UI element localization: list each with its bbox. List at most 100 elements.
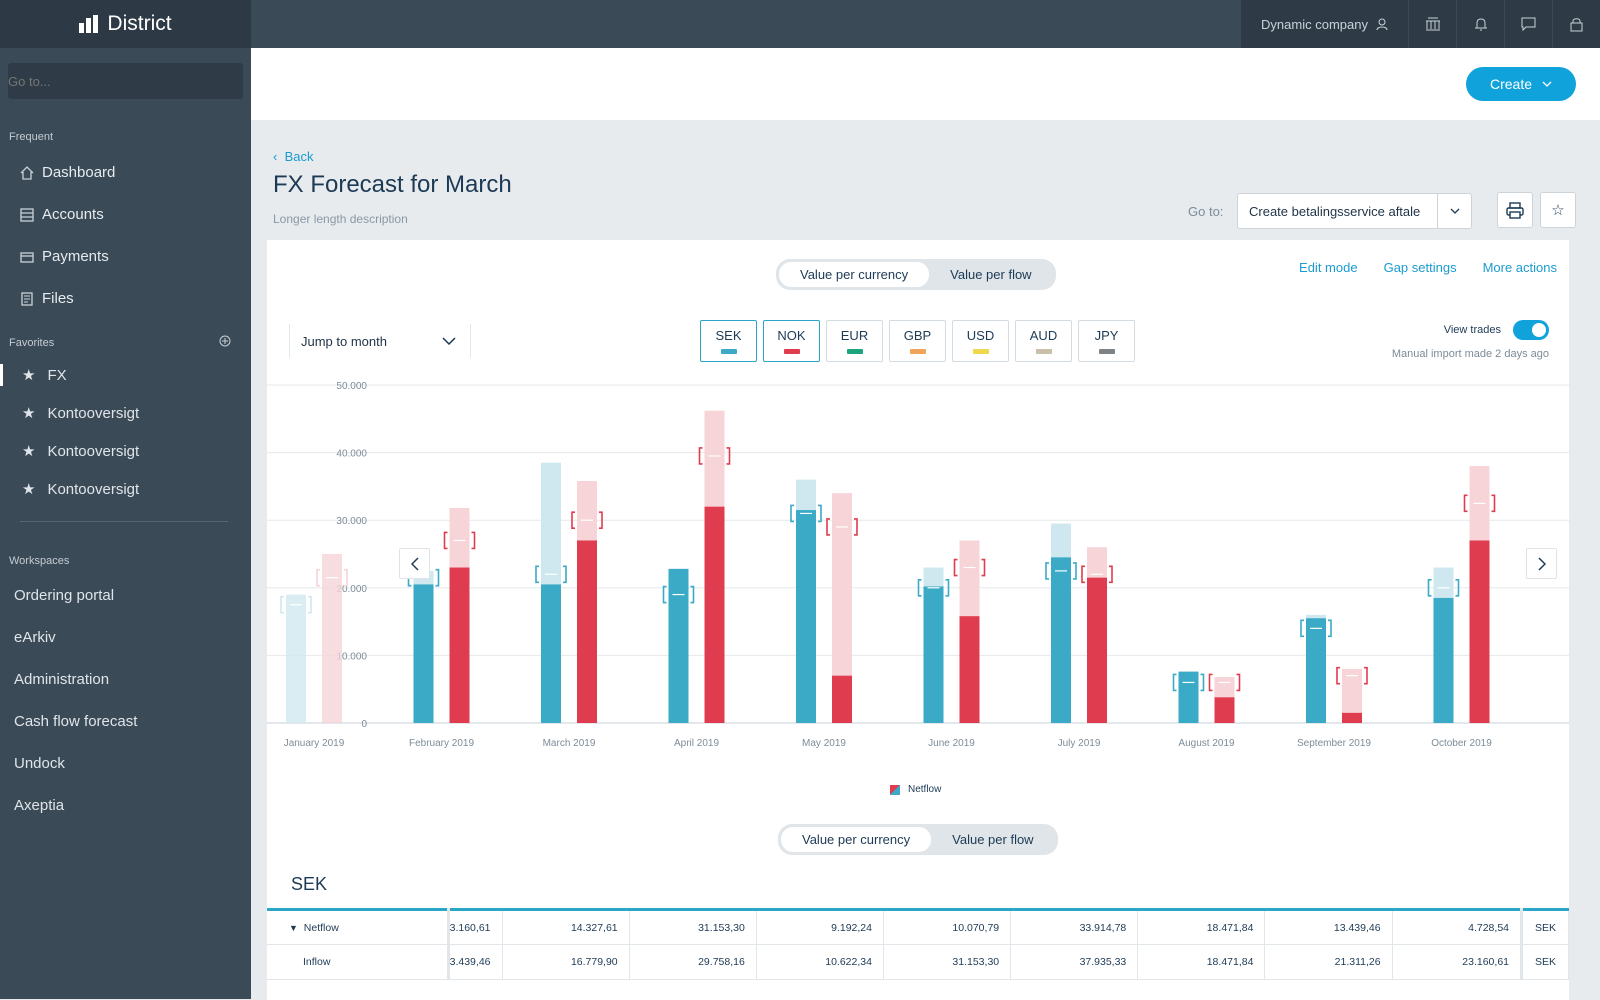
row-label: ▼ Netflow — [267, 909, 449, 945]
view-trades: View trades — [1444, 320, 1549, 340]
print-button[interactable] — [1497, 192, 1533, 228]
trade-bracket-sek — [280, 595, 312, 614]
x-tick-label: January 2019 — [284, 738, 345, 749]
sidebar-item-dashboard[interactable]: Dashboard — [20, 164, 115, 181]
goto-select[interactable]: Create betalingsservice aftale — [1237, 193, 1472, 229]
currency-jpy[interactable]: JPY — [1078, 320, 1135, 362]
table-row[interactable]: ▼ Netflow 3.160,61 14.327,61 31.153,30 9… — [267, 909, 1569, 945]
color-swatch — [720, 349, 737, 354]
favorite-item-kontooversigt[interactable]: ★ Kontooversigt — [22, 480, 140, 499]
topbar-actions: Dynamic company — [1240, 0, 1600, 48]
goto-search-input[interactable] — [8, 63, 243, 99]
bar-sek-netflow — [1433, 597, 1454, 723]
star-icon: ★ — [22, 405, 36, 422]
toggle-value-per-flow[interactable]: Value per flow — [952, 832, 1034, 847]
x-tick-label: June 2019 — [928, 738, 975, 749]
table-row[interactable]: Inflow 3.439,46 16.779,90 29.758,16 10.6… — [267, 944, 1569, 980]
caret-down-icon[interactable]: ▼ — [289, 922, 298, 933]
home-icon — [20, 165, 34, 180]
currency-nok[interactable]: NOK — [763, 320, 820, 362]
table-cell: 29.758,16 — [629, 944, 757, 980]
bar-nok-netflow — [1469, 540, 1490, 723]
workspace-cash-flow-forecast[interactable]: Cash flow forecast — [14, 713, 138, 730]
x-tick-label: March 2019 — [543, 738, 596, 749]
card-actions: Edit mode Gap settings More actions — [1299, 260, 1557, 275]
bar-sek-netflow — [923, 586, 944, 723]
favorite-item-kontooversigt[interactable]: ★ Kontooversigt — [22, 404, 140, 423]
jump-to-month-select[interactable]: Jump to month — [289, 324, 471, 358]
sidebar-divider — [20, 521, 228, 522]
bank-button[interactable] — [1408, 0, 1456, 48]
y-tick-label: 20.000 — [336, 584, 367, 595]
currency-usd[interactable]: USD — [952, 320, 1009, 362]
bar-nok-netflow — [1342, 712, 1362, 723]
toggle-value-per-currency[interactable]: Value per currency — [779, 262, 930, 287]
chevron-down-icon — [1542, 81, 1552, 87]
bar-nok-netflow — [1087, 577, 1107, 723]
workspaces-title: Workspaces — [9, 555, 70, 567]
gap-settings-link[interactable]: Gap settings — [1383, 260, 1457, 275]
workspace-earkiv[interactable]: eArkiv — [14, 629, 56, 646]
chevron-down-icon — [1437, 194, 1471, 228]
back-link[interactable]: ‹ Back — [273, 149, 314, 164]
favorite-item-fx[interactable]: ★ FX — [22, 366, 67, 385]
bar-sek-netflow — [413, 584, 434, 723]
view-toggle: Value per currency Value per flow — [776, 259, 1056, 290]
workspace-undock[interactable]: Undock — [14, 755, 65, 772]
files-icon — [21, 291, 33, 306]
topbar: Dynamic company — [251, 0, 1600, 48]
forecast-table: ▼ Netflow 3.160,61 14.327,61 31.153,30 9… — [267, 908, 1569, 980]
sidebar-item-accounts[interactable]: Accounts — [20, 206, 104, 223]
workspace-ordering-portal[interactable]: Ordering portal — [14, 587, 115, 604]
favorite-button[interactable]: ☆ — [1540, 192, 1576, 228]
table-cell: 3.160,61 — [446, 909, 503, 945]
trade-bracket-nok — [698, 447, 731, 465]
workspace-administration[interactable]: Administration — [14, 671, 110, 688]
currency-gbp[interactable]: GBP — [889, 320, 946, 362]
active-indicator — [0, 364, 3, 386]
trade-bracket-nok — [316, 568, 348, 587]
trade-bracket-sek — [1045, 562, 1077, 580]
currency-aud[interactable]: AUD — [1015, 320, 1072, 362]
currency-sek[interactable]: SEK — [700, 320, 757, 362]
color-swatch — [783, 349, 800, 354]
chart-prev-button[interactable] — [399, 548, 430, 579]
y-tick-label: 10.000 — [336, 651, 367, 662]
chart-next-button[interactable] — [1526, 548, 1557, 579]
company-switcher[interactable]: Dynamic company — [1240, 0, 1408, 48]
star-icon: ★ — [22, 367, 36, 384]
toggle-value-per-currency[interactable]: Value per currency — [781, 827, 932, 852]
star-icon: ★ — [22, 443, 36, 460]
bar-nok-total — [322, 554, 342, 723]
color-swatch — [1035, 349, 1052, 354]
add-favorite-icon[interactable] — [219, 335, 231, 347]
page-title: FX Forecast for March — [273, 171, 512, 198]
view-trades-toggle[interactable] — [1513, 320, 1549, 340]
chart-legend: Netflow — [890, 784, 941, 795]
bar-nok-netflow — [959, 616, 980, 723]
notifications-button[interactable] — [1456, 0, 1504, 48]
workspace-axeptia[interactable]: Axeptia — [14, 797, 65, 814]
messages-button[interactable] — [1504, 0, 1552, 48]
color-swatch — [1098, 349, 1115, 354]
frequent-title: Frequent — [9, 131, 54, 143]
sidebar-item-payments[interactable]: Payments — [20, 248, 109, 265]
bar-sek-netflow — [796, 510, 816, 723]
lock-button[interactable] — [1552, 0, 1600, 48]
trade-bracket-sek — [662, 585, 695, 604]
edit-mode-link[interactable]: Edit mode — [1299, 260, 1358, 275]
favorite-item-kontooversigt[interactable]: ★ Kontooversigt — [22, 442, 140, 461]
create-button[interactable]: Create — [1466, 67, 1576, 101]
logo[interactable]: District — [0, 0, 251, 48]
table-cell: 31.153,30 — [883, 944, 1012, 980]
bar-nok-netflow — [1214, 697, 1235, 723]
accounts-icon — [20, 207, 34, 222]
bar-nok-netflow — [832, 675, 852, 723]
toggle-value-per-flow[interactable]: Value per flow — [950, 267, 1032, 282]
trade-bracket-sek — [917, 579, 950, 597]
netflow-swatch — [890, 784, 900, 795]
y-tick-label: 50.000 — [336, 381, 367, 392]
more-actions-link[interactable]: More actions — [1482, 260, 1557, 275]
currency-eur[interactable]: EUR — [826, 320, 883, 362]
sidebar-item-files[interactable]: Files — [20, 290, 74, 307]
